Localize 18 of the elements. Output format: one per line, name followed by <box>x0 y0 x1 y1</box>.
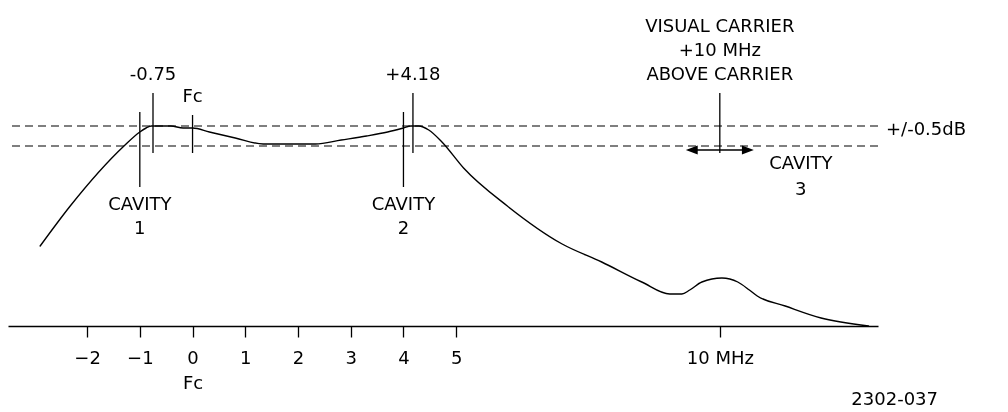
x-tick-label: −2 <box>74 346 101 368</box>
ref-line-label: CAVITY 2 <box>371 193 437 238</box>
x-tick-label: 0 Fc <box>182 346 204 393</box>
ref-line-label: VISUAL CARRIER +10 MHz ABOVE CARRIER <box>645 15 795 84</box>
x-tick-label: 2 <box>292 346 305 368</box>
text: 2302-037 <box>851 388 938 409</box>
annotation: CAVITY 3 <box>769 152 834 199</box>
ref-line-label: CAVITY 1 <box>108 193 173 238</box>
x-tick-label: −1 <box>127 346 154 368</box>
x-tick-label: 5 <box>450 346 463 368</box>
ref-line-label: -0.75 <box>129 63 177 84</box>
ref-line-label: +/-0.5dB <box>886 118 967 139</box>
ref-line-label: Fc <box>182 85 203 106</box>
ref-line-label: +4.18 <box>385 63 441 84</box>
x-tick-label: 10 MHz <box>686 346 754 368</box>
x-tick-label: 1 <box>240 346 252 368</box>
x-tick-label: 4 <box>398 346 410 368</box>
x-tick-label: 3 <box>345 346 357 368</box>
